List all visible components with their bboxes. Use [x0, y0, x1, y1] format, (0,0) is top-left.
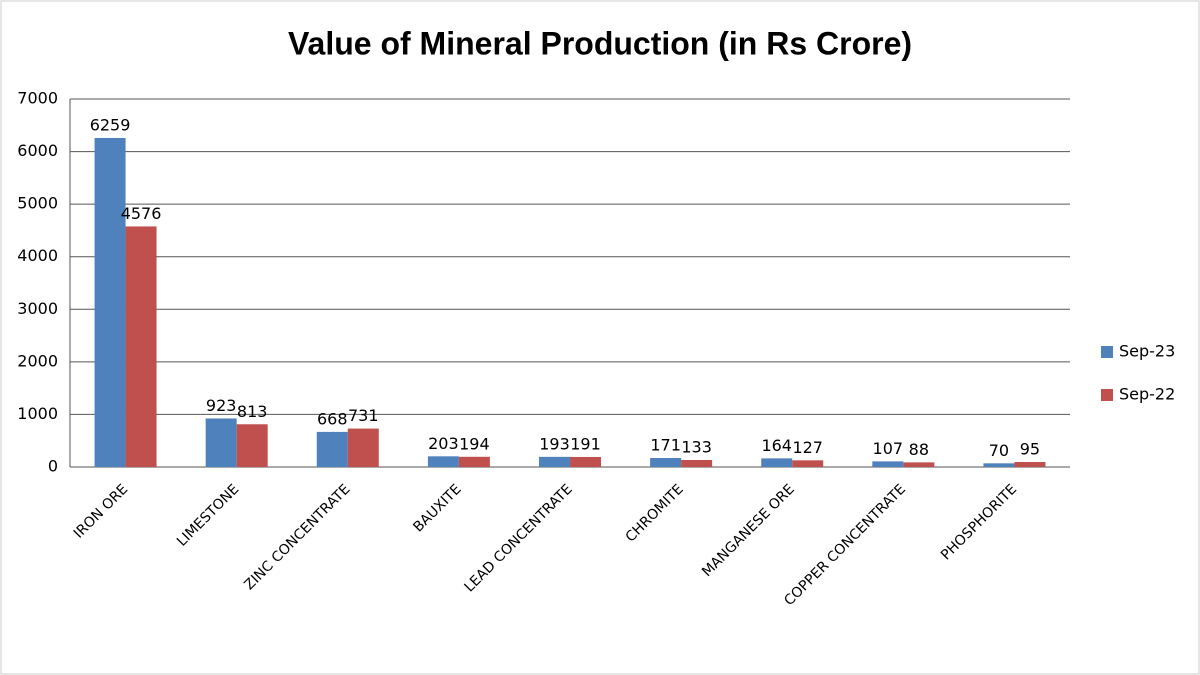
- bar: [427, 456, 459, 467]
- bar: [903, 462, 935, 467]
- y-tick-label: 7000: [17, 89, 58, 108]
- data-label: 203: [428, 434, 459, 453]
- bar: [205, 418, 237, 467]
- bar: [1014, 462, 1046, 467]
- y-tick-label: 1000: [17, 404, 58, 423]
- data-label: 133: [681, 438, 712, 457]
- data-label: 4576: [121, 204, 162, 223]
- legend-label: Sep-23: [1119, 342, 1175, 361]
- bar: [347, 428, 379, 467]
- bar: [983, 463, 1015, 467]
- data-label: 164: [761, 436, 792, 455]
- data-label: 107: [873, 439, 904, 458]
- data-label: 731: [348, 406, 379, 425]
- data-label: 95: [1020, 440, 1040, 459]
- data-label: 6259: [90, 115, 131, 134]
- bar: [316, 431, 348, 467]
- y-tick-label: 4000: [17, 246, 58, 265]
- data-label: 70: [989, 441, 1009, 460]
- data-label: 813: [237, 402, 268, 421]
- chart-title: Value of Mineral Production (in Rs Crore…: [288, 25, 912, 61]
- bar: [761, 458, 793, 467]
- bar: [681, 460, 713, 467]
- data-label: 923: [206, 396, 237, 415]
- data-label: 88: [909, 440, 929, 459]
- data-label: 193: [539, 434, 570, 453]
- bar: [539, 456, 570, 467]
- bar: [872, 461, 904, 467]
- bar: [125, 226, 157, 467]
- bar: [236, 424, 268, 467]
- bar: [792, 460, 824, 467]
- bar: [570, 456, 601, 467]
- y-tick-label: 0: [48, 457, 58, 476]
- bar: [458, 456, 490, 467]
- data-label: 668: [317, 409, 348, 428]
- legend-label: Sep-22: [1119, 385, 1175, 404]
- legend-swatch: [1101, 389, 1113, 401]
- y-tick-label: 3000: [17, 299, 58, 318]
- y-tick-label: 6000: [17, 141, 58, 160]
- data-label: 127: [792, 438, 823, 457]
- legend-swatch: [1101, 346, 1113, 358]
- data-label: 191: [570, 434, 601, 453]
- bar: [650, 458, 682, 467]
- data-label: 194: [459, 434, 490, 453]
- y-tick-label: 5000: [17, 194, 58, 213]
- bar: [94, 137, 126, 467]
- data-label: 171: [650, 436, 681, 455]
- y-tick-label: 2000: [17, 351, 58, 370]
